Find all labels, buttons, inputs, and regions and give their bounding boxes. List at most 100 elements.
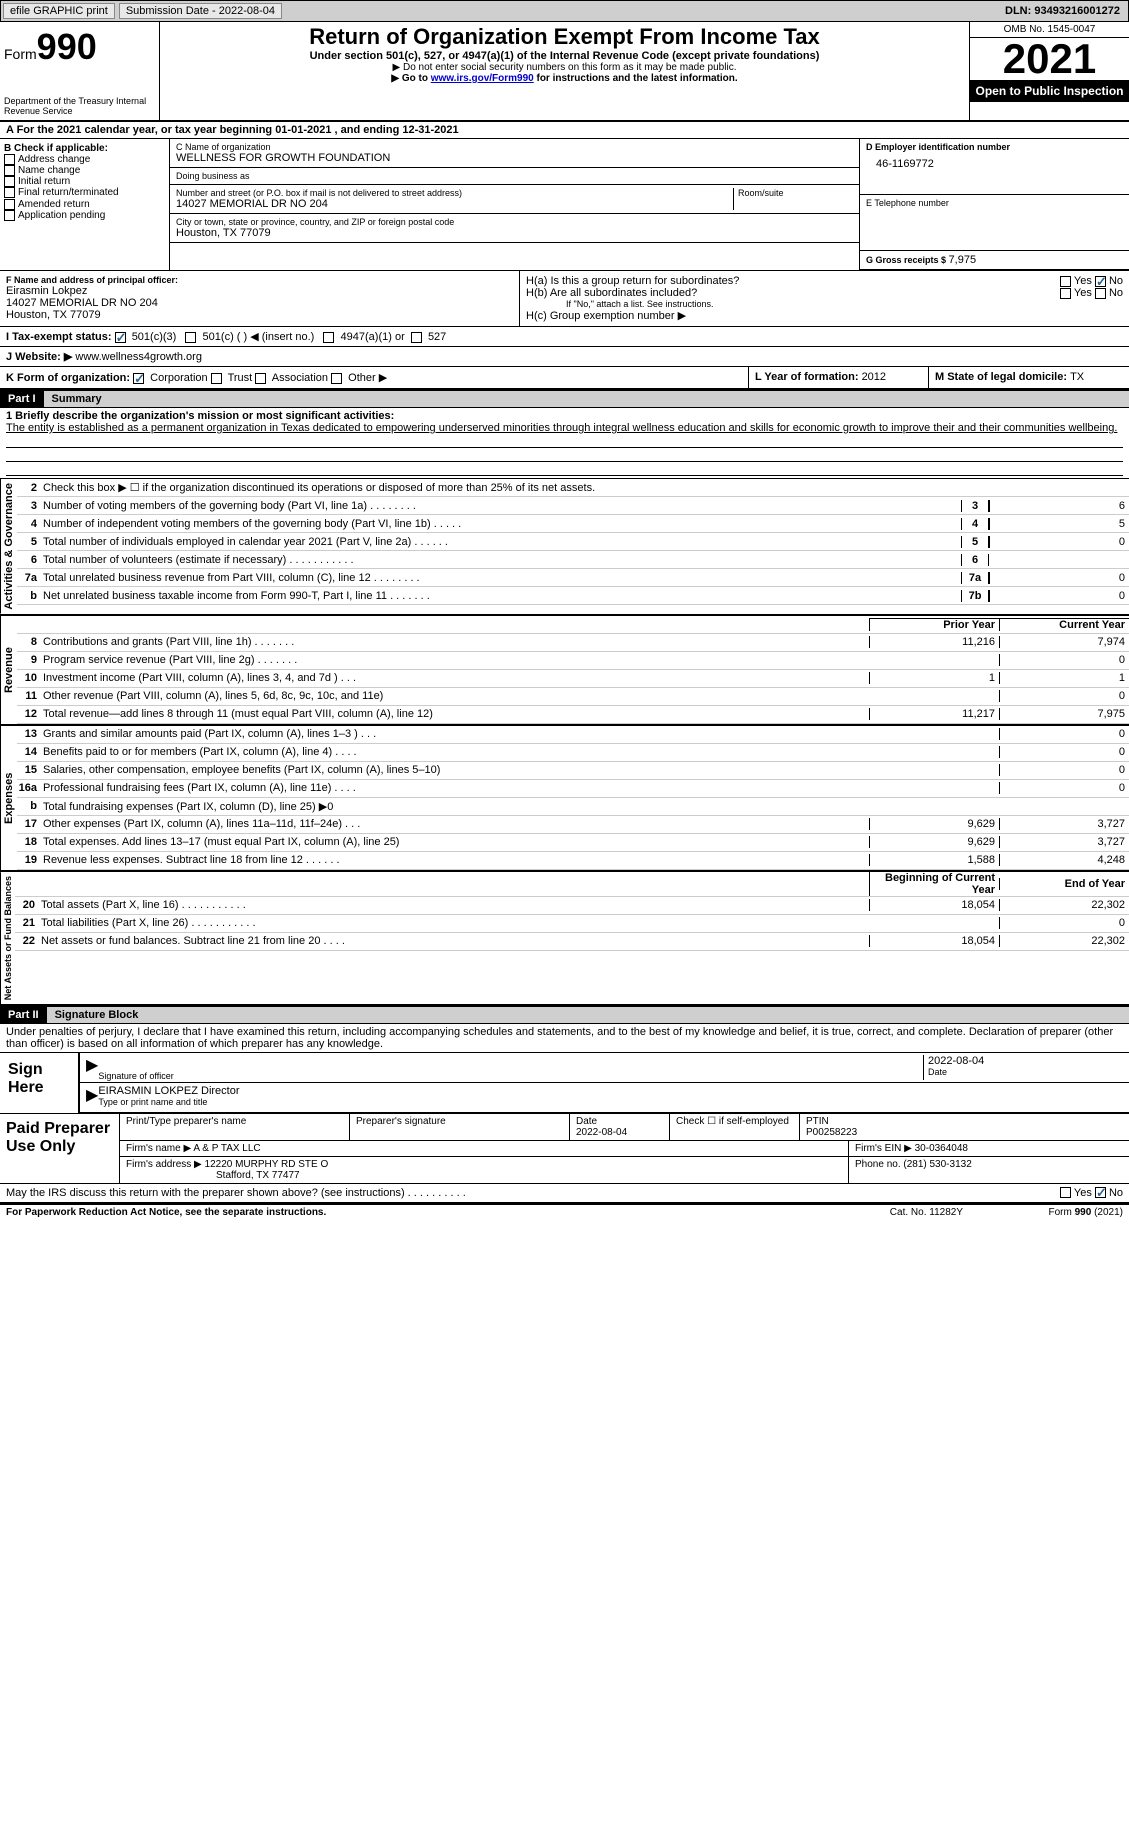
data-line: 11 Other revenue (Part VIII, column (A),… — [17, 688, 1129, 706]
firm-ein: 30-0364048 — [915, 1143, 968, 1154]
officer-name-label: Type or print name and title — [98, 1097, 1123, 1107]
yes-label: Yes — [1074, 287, 1092, 299]
k-o0: Corporation — [150, 372, 207, 384]
line-box: 5 — [961, 536, 989, 548]
i-527-checkbox[interactable] — [411, 332, 422, 343]
checkbox-address[interactable] — [4, 154, 15, 165]
line-num: 14 — [17, 746, 43, 758]
addr-label: Number and street (or P.O. box if mail i… — [176, 188, 733, 198]
i-o4: 527 — [428, 331, 446, 343]
k-other-checkbox[interactable] — [331, 373, 342, 384]
form-note-link: ▶ Go to www.irs.gov/Form990 for instruct… — [166, 73, 963, 84]
submission-date-button[interactable]: Submission Date - 2022-08-04 — [119, 3, 282, 19]
rev-rows: 8 Contributions and grants (Part VIII, l… — [17, 634, 1129, 724]
current-val: 0 — [999, 690, 1129, 702]
prep-date: 2022-08-04 — [576, 1127, 663, 1138]
data-line: 19 Revenue less expenses. Subtract line … — [17, 852, 1129, 870]
line-val: 5 — [989, 518, 1129, 530]
prior-val: 9,629 — [869, 836, 999, 848]
firm-addr-label: Firm's address ▶ — [126, 1159, 205, 1170]
k-corp-checkbox[interactable] — [133, 373, 144, 384]
data-line: 17 Other expenses (Part IX, column (A), … — [17, 816, 1129, 834]
f-addr2: Houston, TX 77079 — [6, 309, 513, 321]
begin-year-hdr: Beginning of Current Year — [869, 872, 999, 896]
penalties-text: Under penalties of perjury, I declare th… — [0, 1024, 1129, 1053]
current-val: 0 — [999, 728, 1129, 740]
k-assoc-checkbox[interactable] — [255, 373, 266, 384]
checkbox-name[interactable] — [4, 165, 15, 176]
opt-amended: Amended return — [4, 199, 165, 210]
na-body: Beginning of Current Year End of Year 20… — [15, 872, 1129, 1004]
i-501c-checkbox[interactable] — [185, 332, 196, 343]
firm-phone-label: Phone no. — [855, 1159, 903, 1170]
firm-ein-label: Firm's EIN ▶ — [855, 1143, 915, 1154]
data-line: 18 Total expenses. Add lines 13–17 (must… — [17, 834, 1129, 852]
form-note-ssn: ▶ Do not enter social security numbers o… — [166, 62, 963, 73]
footer-left: For Paperwork Reduction Act Notice, see … — [6, 1207, 890, 1218]
irs-link[interactable]: www.irs.gov/Form990 — [431, 73, 534, 84]
line-num: 2 — [17, 482, 43, 494]
efile-print-button[interactable]: efile GRAPHIC print — [3, 3, 115, 19]
i-label: I Tax-exempt status: — [6, 331, 112, 343]
gov-body: 2 Check this box ▶ ☐ if the organization… — [17, 479, 1129, 614]
line-num: 15 — [17, 764, 43, 776]
mission-block: 1 Briefly describe the organization's mi… — [0, 408, 1129, 479]
hb-yes-checkbox[interactable] — [1060, 288, 1071, 299]
data-line: b Total fundraising expenses (Part IX, c… — [17, 798, 1129, 816]
checkbox-final[interactable] — [4, 187, 15, 198]
line-desc: Check this box ▶ ☐ if the organization d… — [43, 479, 961, 496]
line-box: 7b — [961, 590, 989, 602]
firm-name: A & P TAX LLC — [193, 1143, 260, 1154]
rev-header-row: Prior Year Current Year — [17, 616, 1129, 634]
ein-cell: D Employer identification number 46-1169… — [860, 139, 1129, 195]
section-net-assets: Net Assets or Fund Balances Beginning of… — [0, 872, 1129, 1006]
checkbox-amended[interactable] — [4, 199, 15, 210]
hb-no-checkbox[interactable] — [1095, 288, 1106, 299]
city-cell: City or town, state or province, country… — [170, 214, 859, 243]
line-desc: Total number of individuals employed in … — [43, 534, 961, 550]
h-b-note: If "No," attach a list. See instructions… — [526, 299, 1123, 309]
data-line: 12 Total revenue—add lines 8 through 11 … — [17, 706, 1129, 724]
org-name: WELLNESS FOR GROWTH FOUNDATION — [176, 152, 853, 164]
checkbox-initial[interactable] — [4, 176, 15, 187]
gov-line: 3 Number of voting members of the govern… — [17, 497, 1129, 515]
sig-label: Signature of officer — [98, 1071, 923, 1081]
arrow-icon: ▶ — [86, 1085, 98, 1110]
addr-cell: Number and street (or P.O. box if mail i… — [170, 185, 859, 214]
org-name-cell: C Name of organization WELLNESS FOR GROW… — [170, 139, 859, 168]
prep-date-label: Date — [576, 1116, 663, 1127]
prior-val: 9,629 — [869, 818, 999, 830]
discuss-yn: Yes No — [1060, 1187, 1123, 1199]
data-line: 8 Contributions and grants (Part VIII, l… — [17, 634, 1129, 652]
opt-label: Application pending — [18, 210, 105, 221]
line-desc: Total number of volunteers (estimate if … — [43, 552, 961, 568]
line-num: 19 — [17, 854, 43, 866]
ha-no-checkbox[interactable] — [1095, 276, 1106, 287]
line-desc: Total revenue—add lines 8 through 11 (mu… — [43, 706, 869, 722]
line-num: 12 — [17, 708, 43, 720]
gov-line: 7a Total unrelated business revenue from… — [17, 569, 1129, 587]
prep-self-label: Check ☐ if self-employed — [670, 1114, 800, 1140]
k-trust-checkbox[interactable] — [211, 373, 222, 384]
ha-yes-checkbox[interactable] — [1060, 276, 1071, 287]
city-label: City or town, state or province, country… — [176, 217, 853, 227]
k-cell: K Form of organization: Corporation Trus… — [0, 367, 749, 388]
i-4947-checkbox[interactable] — [323, 332, 334, 343]
part1-title: Summary — [44, 391, 110, 407]
i-501c3-checkbox[interactable] — [115, 332, 126, 343]
prep-name-label: Print/Type preparer's name — [126, 1116, 343, 1127]
checkbox-pending[interactable] — [4, 210, 15, 221]
preparer-body: Print/Type preparer's name Preparer's si… — [120, 1114, 1129, 1183]
page-footer: For Paperwork Reduction Act Notice, see … — [0, 1204, 1129, 1220]
discuss-yes-checkbox[interactable] — [1060, 1187, 1071, 1198]
sign-right: ▶ Signature of officer 2022-08-04 Date ▶… — [80, 1053, 1129, 1113]
k-o2: Association — [272, 372, 328, 384]
current-val: 3,727 — [999, 818, 1129, 830]
part2-bar: Part II Signature Block — [0, 1006, 1129, 1024]
part1-bar: Part I Summary — [0, 390, 1129, 408]
phone-cell: E Telephone number — [860, 195, 1129, 251]
discuss-no-checkbox[interactable] — [1095, 1187, 1106, 1198]
firm-addr2: Stafford, TX 77477 — [126, 1170, 300, 1181]
section-expenses: Expenses 13 Grants and similar amounts p… — [0, 726, 1129, 872]
l-cell: L Year of formation: 2012 — [749, 367, 929, 388]
